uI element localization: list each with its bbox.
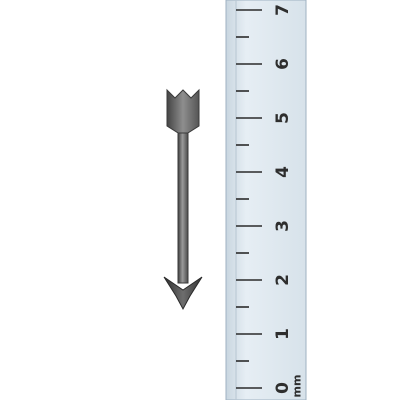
tick-label: 6	[273, 58, 293, 70]
arrow-head	[163, 276, 203, 311]
ruler-unit-label: mm	[291, 375, 304, 398]
tick-label: 3	[273, 220, 293, 232]
tick-label: 5	[273, 112, 293, 124]
tick-label: 1	[273, 328, 293, 340]
tick-label: 4	[273, 166, 293, 178]
tick-label: 7	[273, 4, 293, 16]
ruler-ticks	[236, 9, 262, 389]
tick-label: 0	[273, 382, 293, 394]
arrow-shaft	[177, 132, 189, 284]
ruler-labels: 0 1 2 3 4 5 6 7	[273, 4, 293, 394]
arrow-fletching	[166, 88, 200, 137]
tick-label: 2	[273, 274, 293, 286]
